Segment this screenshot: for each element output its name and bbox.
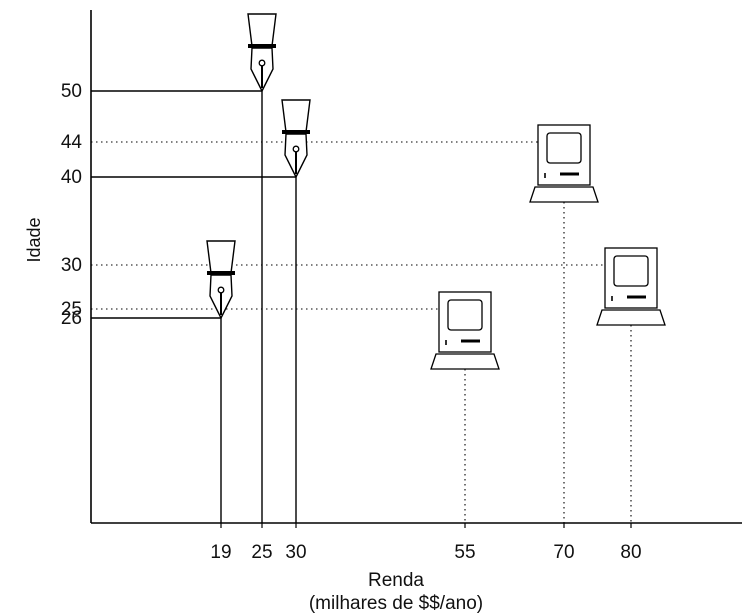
y-axis-label: Idade bbox=[24, 217, 44, 262]
pen-icon bbox=[206, 240, 236, 320]
x-tick-label: 70 bbox=[553, 542, 574, 563]
x-tick-label: 30 bbox=[285, 542, 306, 563]
axes bbox=[90, 10, 742, 524]
y-tick-label: 26 bbox=[61, 308, 82, 329]
computer-icon bbox=[596, 247, 666, 326]
x-axis-label: Renda bbox=[368, 570, 424, 591]
y-tick-label: 44 bbox=[61, 132, 83, 153]
y-tick-label: 30 bbox=[61, 255, 82, 276]
x-tick-label: 19 bbox=[210, 542, 231, 563]
x-tick-label: 25 bbox=[251, 542, 272, 563]
markers bbox=[206, 13, 666, 370]
computer-icon bbox=[529, 124, 599, 203]
y-tick-label: 50 bbox=[61, 81, 82, 102]
y-tick-label: 25 bbox=[61, 299, 82, 320]
computer-icon bbox=[430, 291, 500, 370]
x-axis-label-line2: (milhares de $$/ano) bbox=[309, 593, 483, 614]
y-tick-label: 40 bbox=[61, 167, 82, 188]
pen-icon bbox=[281, 99, 311, 179]
x-tick-label: 55 bbox=[454, 542, 475, 563]
pen-icon bbox=[247, 13, 277, 93]
x-tick-label: 80 bbox=[620, 542, 641, 563]
